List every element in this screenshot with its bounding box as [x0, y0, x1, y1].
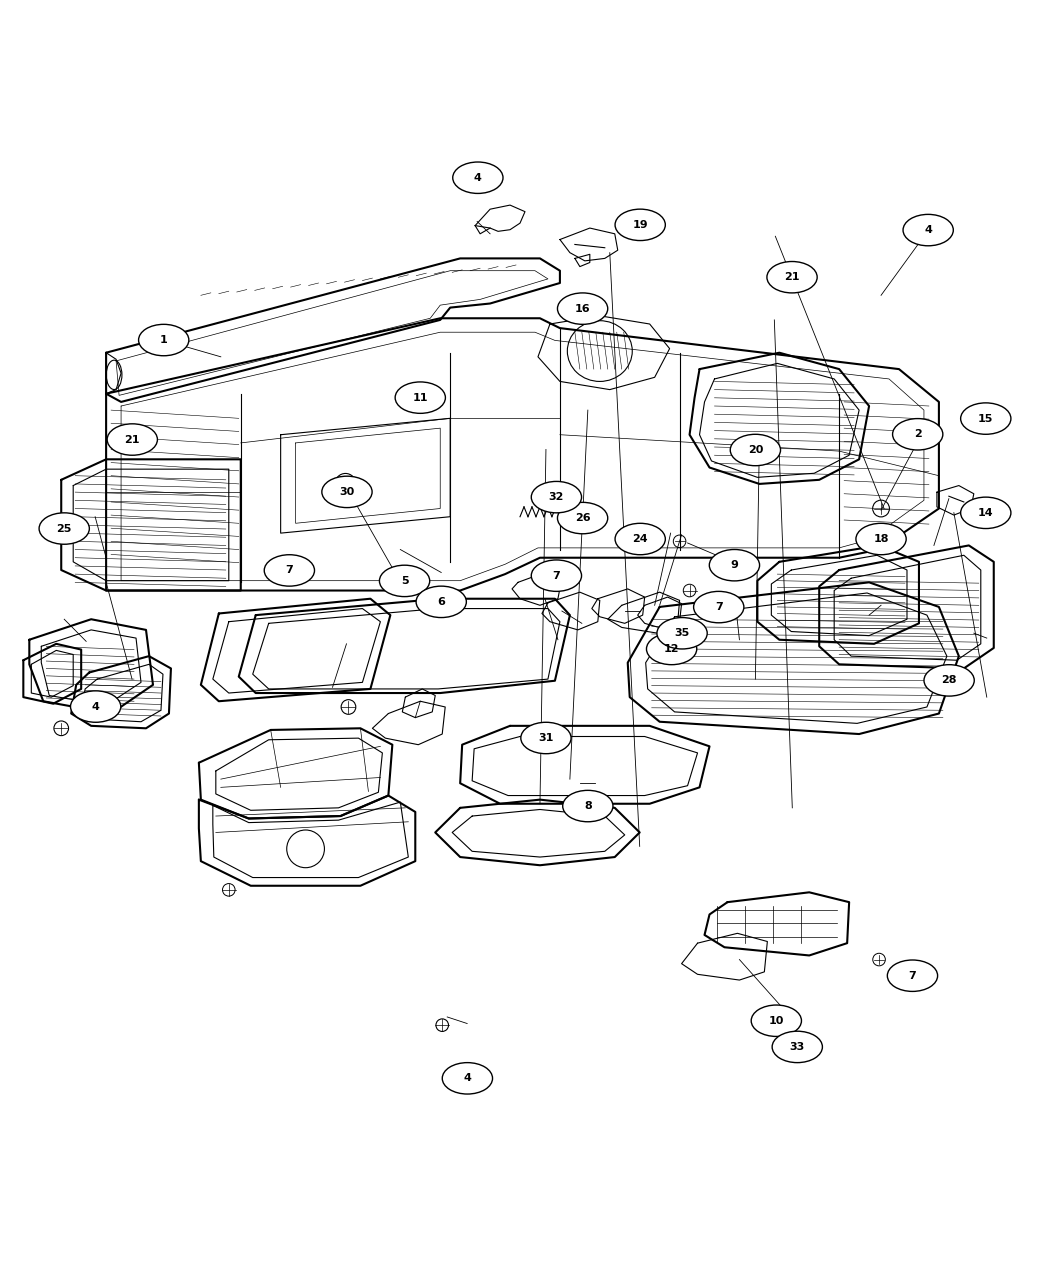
- Ellipse shape: [107, 424, 158, 455]
- Ellipse shape: [322, 476, 372, 507]
- Ellipse shape: [657, 618, 708, 649]
- Text: 19: 19: [632, 220, 648, 230]
- Ellipse shape: [730, 434, 780, 466]
- Text: 7: 7: [908, 971, 917, 981]
- Ellipse shape: [615, 209, 666, 240]
- Ellipse shape: [924, 665, 974, 696]
- Text: 35: 35: [674, 628, 690, 638]
- Text: 8: 8: [584, 801, 592, 811]
- Ellipse shape: [395, 382, 445, 414]
- Text: 32: 32: [549, 492, 564, 502]
- Text: 26: 26: [574, 513, 590, 524]
- Ellipse shape: [521, 723, 571, 753]
- Text: 33: 33: [790, 1042, 805, 1052]
- Ellipse shape: [766, 262, 817, 292]
- Ellipse shape: [139, 324, 189, 356]
- Text: 12: 12: [664, 644, 679, 654]
- Ellipse shape: [265, 554, 315, 586]
- Text: 4: 4: [463, 1074, 471, 1083]
- Text: 20: 20: [748, 444, 763, 455]
- Ellipse shape: [961, 497, 1011, 529]
- Ellipse shape: [615, 524, 666, 554]
- Text: 4: 4: [91, 701, 100, 711]
- Ellipse shape: [961, 402, 1011, 434]
- Ellipse shape: [751, 1005, 801, 1037]
- Text: 21: 21: [125, 434, 140, 444]
- Ellipse shape: [887, 960, 938, 991]
- Ellipse shape: [531, 559, 582, 591]
- Text: 1: 1: [160, 335, 168, 345]
- Text: 2: 2: [914, 429, 922, 439]
- Ellipse shape: [903, 215, 953, 245]
- Text: 15: 15: [979, 414, 993, 424]
- Ellipse shape: [563, 790, 613, 822]
- Ellipse shape: [558, 502, 608, 534]
- Ellipse shape: [856, 524, 906, 554]
- Text: 28: 28: [942, 676, 957, 686]
- Text: 18: 18: [874, 534, 888, 544]
- Ellipse shape: [694, 591, 743, 623]
- Ellipse shape: [39, 513, 89, 544]
- Ellipse shape: [647, 633, 697, 665]
- Text: 14: 14: [978, 508, 993, 518]
- Ellipse shape: [453, 162, 503, 193]
- Ellipse shape: [379, 566, 429, 596]
- Text: 6: 6: [437, 596, 445, 607]
- Text: 9: 9: [731, 561, 738, 571]
- Text: 30: 30: [339, 487, 355, 497]
- Text: 24: 24: [632, 534, 648, 544]
- Ellipse shape: [558, 292, 608, 324]
- Text: 21: 21: [784, 272, 800, 282]
- Text: 4: 4: [474, 172, 482, 183]
- Text: 7: 7: [552, 571, 561, 581]
- Text: 11: 11: [413, 392, 428, 402]
- Ellipse shape: [531, 481, 582, 513]
- Text: 25: 25: [57, 524, 71, 534]
- Ellipse shape: [892, 419, 943, 450]
- Ellipse shape: [416, 586, 466, 618]
- Text: 31: 31: [539, 733, 553, 743]
- Ellipse shape: [772, 1032, 822, 1062]
- Ellipse shape: [70, 691, 121, 723]
- Text: 10: 10: [769, 1015, 784, 1025]
- Text: 5: 5: [401, 576, 408, 586]
- Text: 4: 4: [924, 225, 932, 235]
- Text: 7: 7: [715, 601, 722, 612]
- Text: 7: 7: [286, 566, 293, 576]
- Ellipse shape: [710, 549, 759, 581]
- Ellipse shape: [442, 1062, 492, 1094]
- Text: 16: 16: [574, 304, 590, 314]
